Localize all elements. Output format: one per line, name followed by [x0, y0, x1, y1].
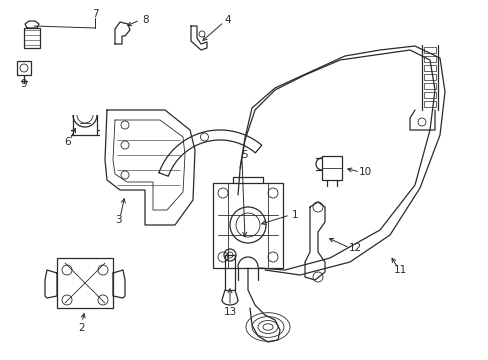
Text: 7: 7 — [92, 9, 98, 19]
Text: 9: 9 — [20, 79, 27, 89]
Text: 6: 6 — [64, 137, 71, 147]
Bar — [213, 183, 283, 268]
Bar — [423, 74, 435, 80]
Bar — [224, 255, 235, 290]
Text: 10: 10 — [358, 167, 371, 177]
Text: 1: 1 — [291, 210, 298, 220]
Bar — [321, 156, 341, 180]
Text: 3: 3 — [115, 215, 121, 225]
Bar — [423, 65, 435, 71]
Bar — [423, 47, 435, 53]
Bar — [24, 28, 40, 48]
Text: 4: 4 — [224, 15, 231, 25]
Text: 12: 12 — [347, 243, 361, 253]
Bar — [423, 101, 435, 107]
Bar — [423, 56, 435, 62]
Bar — [423, 92, 435, 98]
Text: 13: 13 — [223, 307, 236, 317]
Text: 5: 5 — [241, 150, 248, 160]
Bar — [17, 61, 31, 75]
Text: 2: 2 — [79, 323, 85, 333]
Bar — [57, 258, 113, 308]
Text: 8: 8 — [142, 15, 149, 25]
Bar — [423, 83, 435, 89]
Text: 11: 11 — [392, 265, 406, 275]
